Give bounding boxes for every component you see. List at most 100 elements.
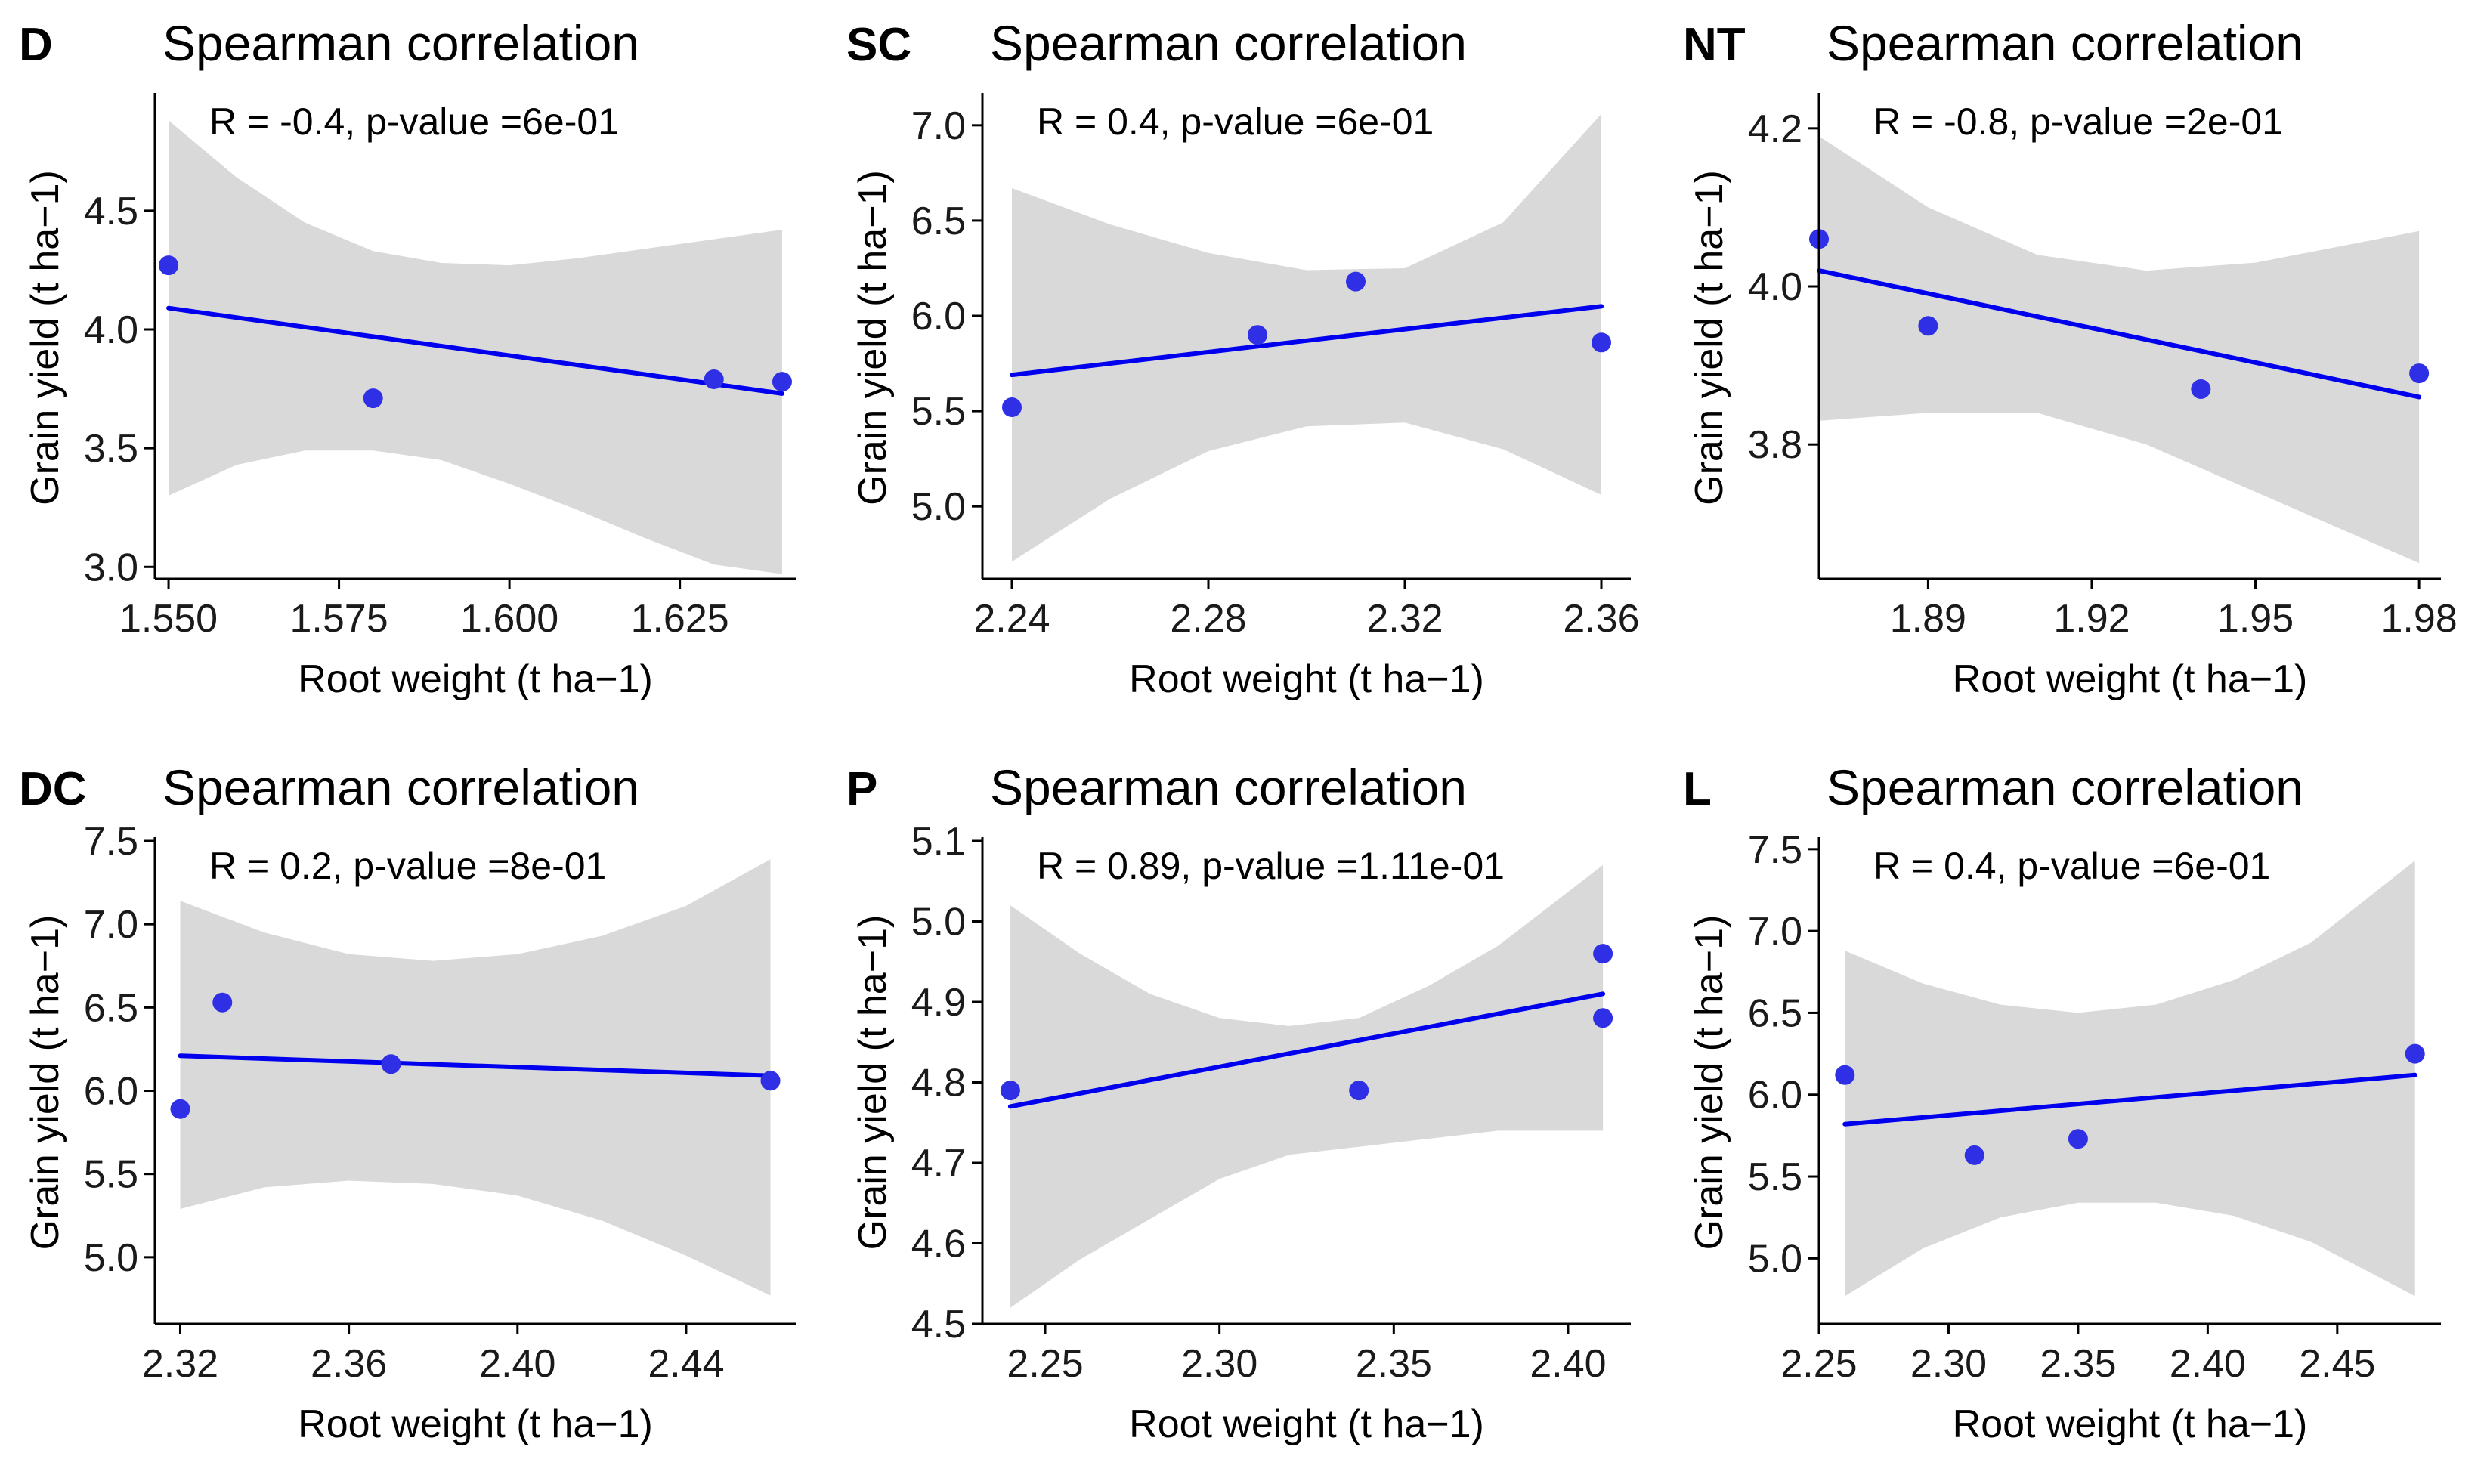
y-tick-label: 6.5 (1748, 991, 1802, 1035)
regression-line (178, 1053, 773, 1078)
panel-sc: 2.24 2.28 2.32 2.36 5.0 5.5 6.0 6.5 7.0 Root weig… (846, 15, 1640, 701)
data-point (1000, 1081, 1020, 1101)
data-point (1918, 316, 1938, 336)
x-tick-label: 2.30 (1181, 1342, 1257, 1386)
regression-line (1010, 304, 1604, 378)
y-tick-label: 5.0 (84, 1236, 138, 1280)
x-axis-title: Root weight (t ha−1) (298, 1402, 653, 1446)
y-tick-label: 4.9 (911, 981, 966, 1025)
y-axis-title: Grain yield (t ha−1) (23, 915, 67, 1251)
correlation-annotation: R = 0.89, p-value =1.11e-01 (1037, 845, 1505, 887)
y-tick-label: 6.5 (84, 986, 138, 1030)
x-tick-label: 2.25 (1780, 1342, 1857, 1386)
x-tick-label: 1.98 (2381, 597, 2458, 641)
regression-line (1007, 991, 1606, 1109)
data-point (1002, 397, 1022, 418)
x-tick-label: 1.550 (119, 597, 218, 641)
data-point (2409, 363, 2430, 384)
y-tick-label: 5.5 (84, 1153, 138, 1197)
data-point (2068, 1129, 2088, 1149)
confidence-band (1845, 861, 2415, 1297)
panel-nt: 1.89 1.92 1.95 1.98 3.8 4.0 4.2 Root weight (t … (1683, 15, 2458, 701)
y-tick-label: 5.0 (911, 485, 966, 529)
x-tick-label: 1.575 (290, 597, 388, 641)
x-axis-title: Root weight (t ha−1) (1129, 1402, 1484, 1446)
y-tick-label: 3.5 (84, 427, 138, 471)
x-tick-label: 2.30 (1910, 1342, 1987, 1386)
y-tick-label: 5.5 (1748, 1155, 1802, 1199)
confidence-band (1010, 864, 1604, 1308)
x-tick-label: 1.625 (631, 597, 729, 641)
x-axis-title: Root weight (t ha−1) (298, 657, 653, 701)
panel-label: D (19, 19, 53, 71)
x-tick-label: 2.36 (1563, 597, 1639, 641)
y-axis-title: Grain yield (t ha−1) (1687, 170, 1731, 505)
panel-label: L (1683, 763, 1712, 815)
confidence-band (1012, 113, 1601, 562)
y-tick-label: 4.8 (911, 1062, 966, 1105)
data-point (1592, 332, 1611, 353)
x-tick-label: 2.25 (1007, 1342, 1083, 1386)
correlation-annotation: R = -0.8, p-value =2e-01 (1873, 100, 2283, 143)
confidence-band (1819, 136, 2420, 564)
data-point (2405, 1043, 2425, 1064)
y-tick-label: 6.0 (1748, 1074, 1802, 1118)
x-tick-label: 2.28 (1170, 597, 1246, 641)
y-axis-title: Grain yield (t ha−1) (23, 170, 67, 505)
panel-p: 2.25 2.30 2.35 2.40 4.5 4.6 4.7 4.8 4.9 5.0 5.1 Roo… (846, 759, 1631, 1446)
x-tick-label: 2.35 (2040, 1342, 2116, 1386)
data-point (1593, 944, 1613, 964)
panel-label: P (846, 763, 877, 815)
x-tick-label: 1.95 (2217, 597, 2294, 641)
y-tick-label: 4.7 (911, 1142, 966, 1186)
y-tick-label: 6.0 (911, 295, 966, 339)
data-point (772, 372, 792, 392)
x-tick-label: 1.89 (1890, 597, 1966, 641)
x-tick-label: 1.600 (460, 597, 558, 641)
data-point (760, 1071, 781, 1091)
data-point (704, 369, 724, 389)
x-tick-label: 2.40 (1530, 1342, 1606, 1386)
regression-line (166, 305, 784, 396)
correlation-annotation: R = 0.4, p-value =6e-01 (1037, 100, 1434, 143)
y-axis-title: Grain yield (t ha−1) (1687, 915, 1731, 1251)
data-point (159, 255, 179, 276)
chart-title: Spearman correlation (1827, 15, 2303, 71)
correlation-annotation: R = -0.4, p-value =6e-01 (209, 100, 619, 143)
x-tick-label: 2.40 (479, 1342, 555, 1386)
data-point (1248, 325, 1267, 345)
y-tick-label: 7.5 (1748, 828, 1802, 872)
data-point (2191, 379, 2211, 399)
data-point (170, 1099, 190, 1119)
y-tick-label: 6.0 (84, 1070, 138, 1114)
y-axis-title: Grain yield (t ha−1) (851, 170, 895, 505)
data-point (1593, 1008, 1613, 1028)
panel-label: SC (846, 19, 911, 71)
y-tick-label: 5.0 (1748, 1237, 1802, 1281)
regression-line (1817, 268, 2422, 400)
x-tick-label: 2.24 (973, 597, 1050, 641)
data-point (1835, 1065, 1855, 1085)
x-tick-label: 2.32 (142, 1342, 218, 1386)
x-tick-label: 2.35 (1356, 1342, 1432, 1386)
y-tick-label: 5.0 (911, 901, 966, 945)
chart-title: Spearman correlation (990, 759, 1467, 815)
y-tick-label: 7.5 (84, 820, 138, 864)
data-point (363, 388, 383, 409)
panel-label: NT (1683, 19, 1746, 71)
y-tick-label: 5.5 (911, 390, 966, 434)
y-tick-label: 3.0 (84, 546, 138, 589)
panel-label: DC (19, 763, 87, 815)
y-tick-label: 4.0 (84, 308, 138, 352)
data-point (1349, 1081, 1369, 1101)
x-tick-label: 2.40 (2170, 1342, 2246, 1386)
data-point (212, 992, 233, 1013)
correlation-annotation: R = 0.4, p-value =6e-01 (1873, 845, 2270, 887)
chart-title: Spearman correlation (1827, 759, 2303, 815)
regression-line (1842, 1072, 2417, 1127)
x-tick-label: 2.45 (2299, 1342, 2375, 1386)
y-tick-label: 6.5 (911, 199, 966, 243)
data-point (381, 1054, 401, 1074)
chart-title: Spearman correlation (162, 15, 639, 71)
y-axis-title: Grain yield (t ha−1) (851, 915, 895, 1251)
